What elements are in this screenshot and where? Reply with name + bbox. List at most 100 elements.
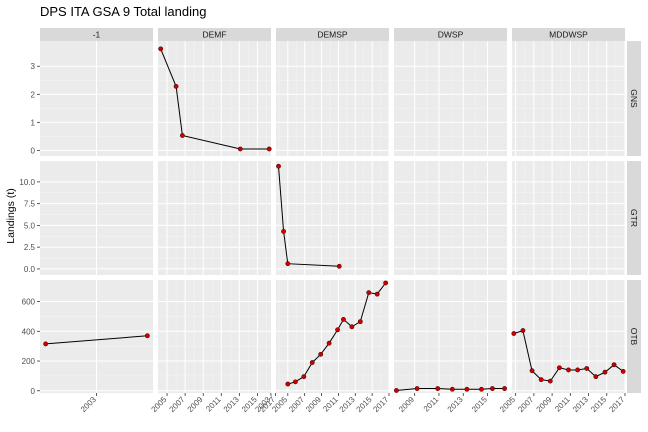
panel-background [394, 280, 507, 393]
data-point [285, 261, 291, 267]
data-point [341, 317, 346, 322]
data-point [292, 379, 298, 385]
row-strip-1 [627, 161, 641, 275]
data-point [529, 368, 535, 374]
row-strip-2 [627, 280, 641, 393]
data-point [593, 374, 599, 380]
x-tick-label: 2009 [186, 395, 205, 414]
panel-MDDWSP-GTR [512, 161, 626, 275]
x-tick-label: 2007 [516, 395, 535, 414]
x-tick-label: 2011 [553, 395, 572, 414]
data-point [158, 46, 164, 52]
chart-title: DPS ITA GSA 9 Total landing [40, 4, 206, 19]
panel-background [394, 161, 507, 275]
column-strip-0 [40, 28, 153, 41]
column-strip-label-1: DEMF [202, 30, 226, 40]
panel-DEMSP-OTB [276, 280, 390, 393]
y-tick-label: 1 [31, 118, 36, 127]
x-tick-label: 2009 [397, 395, 416, 414]
data-point [479, 386, 484, 392]
data-point [309, 360, 315, 365]
x-tick-label: 2007 [287, 395, 306, 414]
x-tick-label: 2011 [422, 395, 441, 414]
data-point [511, 331, 517, 336]
data-point [566, 367, 571, 373]
panel-DEMF-OTB [158, 280, 271, 393]
column-strip-4 [512, 28, 625, 41]
data-point [502, 386, 507, 391]
data-point [520, 328, 526, 333]
x-tick-label: 2013 [571, 395, 590, 414]
panel-DWSP-GNS [394, 41, 507, 156]
row-strip-label-0: GNS [629, 89, 639, 108]
data-point [43, 341, 49, 347]
data-point [335, 327, 340, 333]
data-point [394, 388, 399, 393]
x-tick-label: 2009 [535, 395, 554, 414]
data-point [144, 333, 150, 339]
panel-background [276, 161, 389, 275]
panel-DEMF-GNS [158, 41, 272, 156]
y-tick-label: 2.5 [24, 243, 36, 252]
x-tick-label: 2015 [355, 395, 374, 414]
y-tick-label: 600 [22, 298, 36, 307]
x-tick-label: 2013 [222, 395, 241, 414]
y-tick-label: 0 [31, 146, 36, 155]
data-point [173, 84, 179, 89]
x-tick-label: 2017 [607, 395, 626, 414]
panel-background [394, 41, 507, 156]
panel-MDDWSP-OTB [511, 280, 626, 393]
x-tick-label: 2013 [338, 395, 357, 414]
panel-DEMF-GTR [158, 161, 271, 275]
y-tick-label: 5.0 [24, 221, 36, 230]
panel-DEMSP-GTR [276, 161, 390, 275]
panel--1-OTB [40, 280, 153, 393]
x-tick-label: 2017 [371, 395, 390, 414]
data-point [575, 367, 581, 373]
x-tick-label: 2015 [470, 395, 489, 414]
data-point [180, 133, 185, 138]
data-point [602, 369, 608, 375]
x-tick-label: 2005 [150, 395, 169, 414]
x-tick-label: 2005 [498, 395, 517, 414]
series-line--1-OTB [45, 335, 148, 345]
data-point [237, 146, 243, 152]
x-tick-label: 2009 [304, 395, 323, 414]
y-tick-label: 0.0 [24, 265, 36, 274]
data-point [285, 381, 291, 387]
panel-MDDWSP-GNS [512, 41, 626, 156]
panel-DWSP-OTB [394, 280, 507, 393]
y-tick-label: 2 [31, 90, 36, 99]
data-point [620, 369, 626, 374]
panel-background [158, 161, 271, 275]
data-point [349, 324, 355, 330]
data-point [318, 351, 324, 357]
data-point [383, 280, 389, 286]
data-point [584, 366, 590, 371]
x-tick-label: 2011 [204, 395, 223, 414]
panel--1-GNS [40, 41, 153, 156]
x-tick-label: 2011 [321, 395, 340, 414]
x-tick-label: 2005 [270, 395, 289, 414]
panel-DEMSP-GNS [276, 41, 390, 156]
panel-background [512, 161, 625, 275]
data-point [449, 386, 455, 392]
row-strip-0 [627, 41, 641, 156]
y-tick-label: 200 [22, 357, 36, 366]
y-tick-label: 10.0 [19, 178, 35, 187]
row-strip-label-2: OTB [629, 328, 639, 346]
data-point [357, 319, 363, 325]
data-point [538, 377, 544, 383]
data-point [266, 146, 272, 152]
panel-background [276, 280, 389, 393]
column-strip-label-4: MDDWSP [549, 30, 588, 40]
data-point [490, 386, 495, 391]
data-point [435, 386, 441, 391]
facet-panels: -1 DEMF DEMSP DWSP MDDWSP GNS GTR OTB 0 1 2 3 0.0 2.5… [19, 28, 641, 414]
column-strip-3 [394, 28, 507, 41]
data-point [611, 362, 617, 368]
data-point [336, 263, 342, 269]
data-point [366, 290, 372, 296]
series-line-DEMSP-GTR [278, 166, 340, 267]
panel-DWSP-GTR [394, 161, 507, 275]
